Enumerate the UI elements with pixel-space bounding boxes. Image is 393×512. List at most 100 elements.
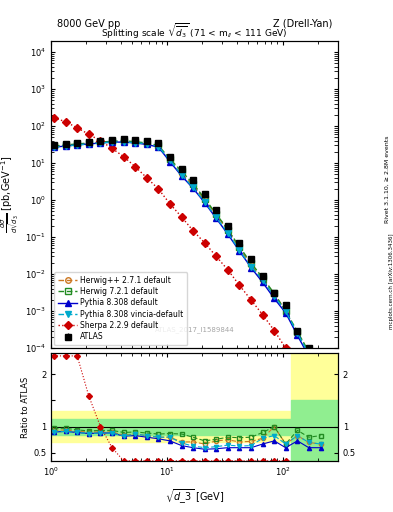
Herwig++ 2.7.1 default (260, 277, 265, 283)
Line: Pythia 8.308 default: Pythia 8.308 default (51, 139, 323, 378)
Pythia 8.308 default (237, 248, 242, 254)
Herwig++ 2.7.1 default (295, 330, 300, 336)
Sherpa 2.2.9 default (75, 125, 79, 131)
Herwig++ 2.7.1 default (202, 197, 207, 203)
Herwig 7.2.1 default (283, 308, 288, 314)
Pythia 8.308 default (156, 144, 161, 150)
Herwig 7.2.1 default (133, 139, 138, 145)
Herwig 7.2.1 default (156, 142, 161, 148)
Herwig++ 2.7.1 default (167, 157, 172, 163)
Line: Sherpa 2.2.9 default: Sherpa 2.2.9 default (51, 115, 288, 351)
Sherpa 2.2.9 default (156, 186, 161, 192)
Pythia 8.308 default (283, 310, 288, 316)
Herwig 7.2.1 default (63, 142, 68, 148)
Pythia 8.308 vincia-default (307, 351, 311, 357)
Sherpa 2.2.9 default (51, 115, 56, 121)
Herwig 7.2.1 default (167, 156, 172, 162)
Herwig 7.2.1 default (214, 211, 219, 217)
Herwig 7.2.1 default (51, 143, 56, 149)
Pythia 8.308 vincia-default (202, 199, 207, 205)
Herwig 7.2.1 default (121, 138, 126, 144)
Pythia 8.308 default (318, 373, 323, 379)
Pythia 8.308 default (214, 216, 219, 222)
Sherpa 2.2.9 default (121, 154, 126, 160)
Pythia 8.308 default (260, 279, 265, 285)
Pythia 8.308 default (249, 265, 253, 271)
Herwig 7.2.1 default (98, 139, 103, 145)
Herwig 7.2.1 default (179, 168, 184, 175)
Pythia 8.308 default (110, 139, 114, 145)
Pythia 8.308 vincia-default (179, 172, 184, 178)
Line: Herwig++ 2.7.1 default: Herwig++ 2.7.1 default (51, 139, 323, 377)
Herwig++ 2.7.1 default (110, 139, 114, 145)
Herwig 7.2.1 default (191, 181, 195, 187)
Herwig++ 2.7.1 default (283, 308, 288, 314)
Herwig 7.2.1 default (295, 329, 300, 335)
Pythia 8.308 vincia-default (191, 184, 195, 190)
Pythia 8.308 vincia-default (133, 139, 138, 145)
Herwig++ 2.7.1 default (307, 351, 311, 357)
Sherpa 2.2.9 default (260, 312, 265, 318)
Herwig 7.2.1 default (237, 244, 242, 250)
Sherpa 2.2.9 default (63, 119, 68, 125)
Pythia 8.308 vincia-default (75, 142, 79, 148)
Herwig++ 2.7.1 default (75, 141, 79, 147)
Text: Z (Drell-Yan): Z (Drell-Yan) (273, 18, 332, 29)
Pythia 8.308 default (167, 159, 172, 165)
Herwig++ 2.7.1 default (63, 142, 68, 148)
Bar (51, 411, 291, 442)
Sherpa 2.2.9 default (86, 131, 91, 137)
Herwig 7.2.1 default (318, 368, 323, 374)
Title: Splitting scale $\sqrt{\overline{d_3}}$ (71 < m$_{ll}$ < 111 GeV): Splitting scale $\sqrt{\overline{d_3}}$ … (101, 22, 288, 41)
Pythia 8.308 default (202, 200, 207, 206)
Pythia 8.308 vincia-default (167, 157, 172, 163)
Pythia 8.308 default (191, 185, 195, 191)
Sherpa 2.2.9 default (191, 227, 195, 233)
Herwig 7.2.1 default (226, 226, 230, 232)
Sherpa 2.2.9 default (145, 175, 149, 181)
Pythia 8.308 vincia-default (318, 371, 323, 377)
Pythia 8.308 vincia-default (51, 144, 56, 150)
Pythia 8.308 vincia-default (272, 293, 277, 300)
Sherpa 2.2.9 default (167, 201, 172, 207)
Sherpa 2.2.9 default (202, 240, 207, 246)
Pythia 8.308 default (75, 142, 79, 148)
Pythia 8.308 vincia-default (260, 277, 265, 283)
Herwig 7.2.1 default (75, 141, 79, 147)
Sherpa 2.2.9 default (272, 328, 277, 334)
Herwig++ 2.7.1 default (51, 143, 56, 150)
Pythia 8.308 default (307, 353, 311, 359)
Pythia 8.308 default (226, 231, 230, 237)
Pythia 8.308 default (295, 332, 300, 338)
Pythia 8.308 vincia-default (249, 264, 253, 270)
Herwig++ 2.7.1 default (133, 139, 138, 145)
Text: 8000 GeV pp: 8000 GeV pp (57, 18, 120, 29)
Sherpa 2.2.9 default (214, 253, 219, 260)
Pythia 8.308 default (98, 140, 103, 146)
Pythia 8.308 default (121, 139, 126, 145)
Pythia 8.308 vincia-default (121, 139, 126, 145)
Herwig++ 2.7.1 default (145, 141, 149, 147)
Herwig++ 2.7.1 default (98, 139, 103, 145)
Pythia 8.308 vincia-default (237, 247, 242, 253)
Legend: Herwig++ 2.7.1 default, Herwig 7.2.1 default, Pythia 8.308 default, Pythia 8.308: Herwig++ 2.7.1 default, Herwig 7.2.1 def… (54, 272, 187, 345)
Pythia 8.308 default (133, 140, 138, 146)
Herwig 7.2.1 default (260, 274, 265, 281)
Herwig 7.2.1 default (249, 260, 253, 266)
Pythia 8.308 vincia-default (295, 330, 300, 336)
Herwig++ 2.7.1 default (249, 262, 253, 268)
Herwig 7.2.1 default (202, 196, 207, 202)
Line: Pythia 8.308 vincia-default: Pythia 8.308 vincia-default (51, 139, 323, 377)
Pythia 8.308 default (51, 144, 56, 150)
Line: Herwig 7.2.1 default: Herwig 7.2.1 default (51, 138, 323, 373)
Pythia 8.308 vincia-default (98, 140, 103, 146)
Sherpa 2.2.9 default (133, 164, 138, 170)
Pythia 8.308 default (63, 143, 68, 149)
Herwig 7.2.1 default (110, 138, 114, 144)
Pythia 8.308 vincia-default (283, 308, 288, 314)
Pythia 8.308 default (86, 141, 91, 147)
Herwig 7.2.1 default (145, 140, 149, 146)
Pythia 8.308 vincia-default (63, 143, 68, 149)
Herwig++ 2.7.1 default (214, 212, 219, 218)
Pythia 8.308 vincia-default (214, 215, 219, 221)
